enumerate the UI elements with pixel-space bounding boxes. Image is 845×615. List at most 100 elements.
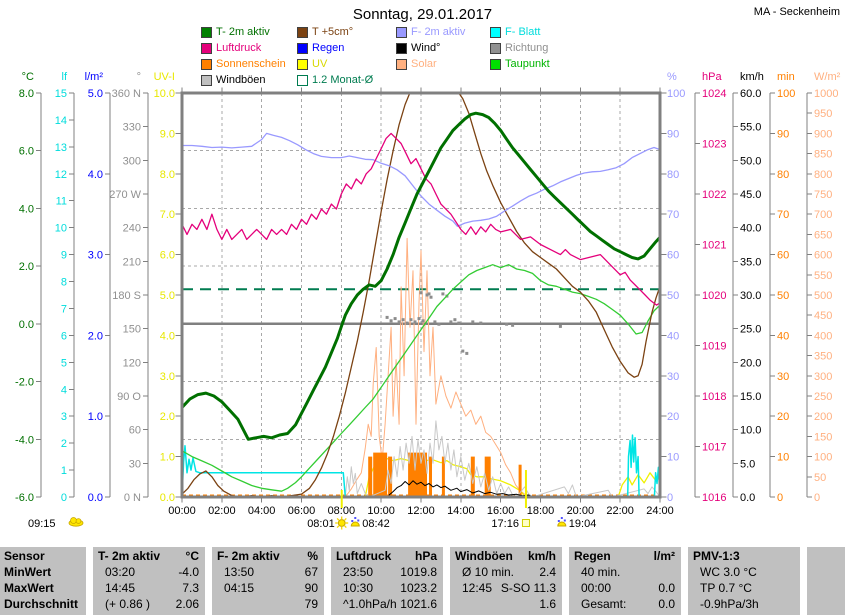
legend-item-t-5cm-: T +5cm° xyxy=(297,26,353,38)
page-title: Sonntag, 29.01.2017 xyxy=(352,6,493,23)
svg-text:550: 550 xyxy=(814,270,832,282)
svg-text:35.0: 35.0 xyxy=(740,256,761,268)
svg-text:19:04: 19:04 xyxy=(569,518,597,530)
legend-item-1-2-monat-: 1.2 Monat-Ø xyxy=(297,74,373,86)
table-cell: WC 3.0 °C xyxy=(700,565,757,579)
table-column-pmv-1-3: PMV-1:3 WC 3.0 °C TP 0.7 °C -0.9hPa/3h -0.7h… xyxy=(688,547,800,615)
svg-text:400: 400 xyxy=(814,330,832,342)
svg-text:04:00: 04:00 xyxy=(248,505,276,517)
table-column-windb-en: Windböen km/h Ø 10 min. 2.4 12:45 S-SO 11.3 1.… xyxy=(450,547,562,615)
svg-text:6: 6 xyxy=(61,330,67,342)
svg-text:30: 30 xyxy=(667,371,679,383)
svg-text:0: 0 xyxy=(777,492,783,504)
svg-text:45.0: 45.0 xyxy=(740,189,761,201)
table-cell: Regen xyxy=(574,549,611,563)
table-column-t-2m-aktiv: T- 2m aktiv °C 03:20 -4.0 14:45 7.3 (+ 0.86 ) 2… xyxy=(93,547,205,615)
svg-text:1.0: 1.0 xyxy=(160,452,175,464)
svg-text:60: 60 xyxy=(777,250,789,262)
svg-text:-4.0: -4.0 xyxy=(15,434,34,446)
legend-item-luftdruck: Luftdruck xyxy=(201,42,261,54)
svg-text:12: 12 xyxy=(55,169,67,181)
svg-text:02:00: 02:00 xyxy=(208,505,236,517)
table-cell: -0.9hPa/3h xyxy=(700,597,759,611)
svg-text:7: 7 xyxy=(61,304,67,316)
svg-text:%: % xyxy=(667,71,677,83)
legend-swatch-icon xyxy=(201,42,212,54)
svg-text:240: 240 xyxy=(123,223,141,235)
svg-text:18:00: 18:00 xyxy=(527,505,555,517)
weather-chart: 8.0 6.0 4.0 2.0 0.0 -2.0 -4.0 -6.0 °C 15 14 13 12 11 1… xyxy=(15,71,841,530)
svg-text:750: 750 xyxy=(814,189,832,201)
svg-text:0.0: 0.0 xyxy=(160,492,175,504)
svg-text:10: 10 xyxy=(777,452,789,464)
legend-label: Taupunkt xyxy=(505,58,550,70)
table-cell: Durchschnitt xyxy=(4,597,79,611)
table-cell: 2.06 xyxy=(175,597,199,611)
station-label: MA - Seckenheim xyxy=(753,6,840,18)
svg-text:270 W: 270 W xyxy=(109,189,141,201)
table-cell: 12:45 xyxy=(462,581,493,595)
svg-text:60.0: 60.0 xyxy=(740,88,761,100)
legend-swatch-icon xyxy=(490,58,501,70)
legend-label: Regen xyxy=(312,42,345,54)
table-cell: -0.7hPa/1h xyxy=(700,613,759,615)
svg-text:3.0: 3.0 xyxy=(160,371,175,383)
table-cell: 10:30 xyxy=(343,581,374,595)
table-cell: 1019.8 xyxy=(400,565,437,579)
table-cell: 85 xyxy=(246,613,318,615)
svg-text:20.0: 20.0 xyxy=(740,357,761,369)
table-cell: MinWert xyxy=(4,565,52,579)
legend-label: T- 2m aktiv xyxy=(216,26,270,38)
svg-text:10.0: 10.0 xyxy=(154,88,175,100)
svg-text:4.0: 4.0 xyxy=(88,169,103,181)
svg-text:-6.0: -6.0 xyxy=(15,492,34,504)
legend-label: Sonnenschein xyxy=(216,58,286,70)
svg-text:330: 330 xyxy=(123,122,141,134)
table-row-label-column: Sensor MinWert MaxWert Durchschnitt 29.01. 2… xyxy=(0,547,86,615)
svg-text:8: 8 xyxy=(61,277,67,289)
svg-text:15: 15 xyxy=(55,88,67,100)
table-cell: 7.3 xyxy=(182,581,199,595)
table-cell: S-SO 11.3 xyxy=(500,581,556,595)
svg-text:850: 850 xyxy=(814,149,832,161)
legend-label: Luftdruck xyxy=(216,42,262,54)
table-cell: 1.6 xyxy=(539,597,556,611)
svg-text:1024: 1024 xyxy=(702,88,726,100)
svg-text:17:16: 17:16 xyxy=(491,518,519,530)
table-cell: Ø 10 min. xyxy=(462,565,515,579)
svg-text:14: 14 xyxy=(55,115,67,127)
svg-text:210: 210 xyxy=(123,256,141,268)
svg-text:09:15: 09:15 xyxy=(28,518,56,530)
svg-text:700: 700 xyxy=(814,209,832,221)
svg-text:950: 950 xyxy=(814,108,832,120)
legend-swatch-icon xyxy=(396,58,407,70)
table-cell: 2.4 xyxy=(539,565,556,579)
svg-text:2.0: 2.0 xyxy=(19,261,34,273)
svg-text:250: 250 xyxy=(814,391,832,403)
svg-text:00:00: 00:00 xyxy=(168,505,196,517)
svg-text:9: 9 xyxy=(61,250,67,262)
svg-text:30: 30 xyxy=(129,458,141,470)
svg-text:°C: °C xyxy=(22,71,34,83)
svg-text:25.0: 25.0 xyxy=(740,324,761,336)
svg-text:06:00: 06:00 xyxy=(288,505,316,517)
legend-swatch-icon xyxy=(201,74,212,86)
legend-label: Wind° xyxy=(411,42,441,54)
svg-text:50: 50 xyxy=(777,290,789,302)
svg-text:24:00: 24:00 xyxy=(646,505,674,517)
svg-text:3.0: 3.0 xyxy=(88,250,103,262)
svg-text:5.0: 5.0 xyxy=(160,290,175,302)
svg-text:08:01: 08:01 xyxy=(307,518,335,530)
table-cell: T- 2m aktiv xyxy=(98,549,161,563)
svg-text:13: 13 xyxy=(55,142,67,154)
legend-swatch-icon xyxy=(490,26,501,38)
svg-text:55.0: 55.0 xyxy=(740,122,761,134)
svg-text:1023: 1023 xyxy=(702,139,726,151)
table-cell: 2.0 xyxy=(127,613,199,615)
svg-text:40: 40 xyxy=(777,330,789,342)
svg-text:1021: 1021 xyxy=(702,240,726,252)
svg-text:40: 40 xyxy=(667,330,679,342)
svg-text:150: 150 xyxy=(123,324,141,336)
svg-text:20:00: 20:00 xyxy=(567,505,595,517)
